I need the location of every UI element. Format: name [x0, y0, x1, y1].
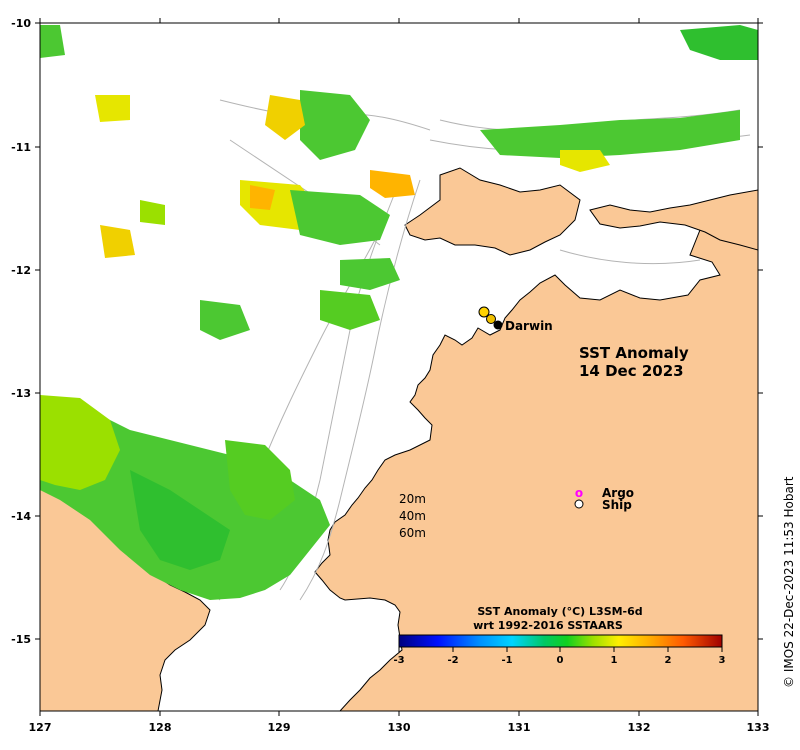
ship-icon [574, 499, 584, 509]
colorbar-tick: 3 [719, 655, 726, 666]
colorbar-tick: -3 [393, 655, 404, 666]
colorbar-tick: -1 [501, 655, 512, 666]
colorbar-gradient [398, 634, 723, 648]
x-tick-label: 133 [747, 721, 770, 734]
ship-label: Ship [602, 498, 632, 512]
land-layer [40, 167, 758, 711]
x-tick-labels: 127 128 129 130 131 132 133 [29, 721, 770, 734]
nt-mainland [314, 194, 758, 711]
depth-label-40m: 40m [399, 509, 426, 523]
tiwi-islands [404, 167, 581, 256]
argo-label: Argo [602, 486, 634, 500]
y-axis [35, 22, 763, 640]
darwin-point [493, 320, 503, 330]
y-tick-label: -11 [11, 141, 31, 154]
colorbar-tick: -2 [447, 655, 458, 666]
colorbar-title: SST Anomaly (°C) L3SM-6d [477, 605, 642, 618]
colorbar-subtitle: wrt 1992-2016 SSTAARS [473, 619, 623, 632]
x-tick-label: 132 [628, 721, 651, 734]
colorbar-tick: 2 [665, 655, 672, 666]
sst-anomaly-patches [40, 25, 758, 600]
depth-legend: 20m 40m 60m [399, 492, 426, 540]
x-tick-label: 127 [29, 721, 52, 734]
map-date: 14 Dec 2023 [579, 362, 684, 380]
credit-text: © IMOS 22-Dec-2023 11:53 Hobart [782, 476, 796, 688]
x-axis [39, 18, 759, 716]
platform-legend: o Argo Ship [574, 486, 634, 512]
colorbar-tick: 0 [557, 655, 564, 666]
depth-label-20m: 20m [399, 492, 426, 506]
x-tick-label: 129 [268, 721, 291, 734]
y-tick-label: -13 [11, 387, 31, 400]
darwin-label: Darwin [505, 319, 553, 333]
map-title: SST Anomaly [579, 344, 689, 362]
y-tick-label: -10 [11, 17, 31, 30]
y-tick-label: -15 [11, 633, 31, 646]
y-tick-label: -14 [11, 510, 31, 523]
argo-icon: o [575, 486, 583, 500]
x-tick-label: 128 [149, 721, 172, 734]
y-tick-label: -12 [11, 264, 31, 277]
colorbar-tick: 1 [611, 655, 618, 666]
arnhem-coast [589, 189, 758, 251]
ship-track-point [478, 306, 490, 318]
colorbar: SST Anomaly (°C) L3SM-6d wrt 1992-2016 S… [393, 605, 725, 666]
x-tick-label: 130 [388, 721, 411, 734]
y-tick-labels: -10 -11 -12 -13 -14 -15 [11, 17, 31, 646]
depth-label-60m: 60m [399, 526, 426, 540]
x-tick-label: 131 [508, 721, 531, 734]
darwin-marker: Darwin [478, 306, 553, 333]
ship-track-point [486, 314, 496, 324]
